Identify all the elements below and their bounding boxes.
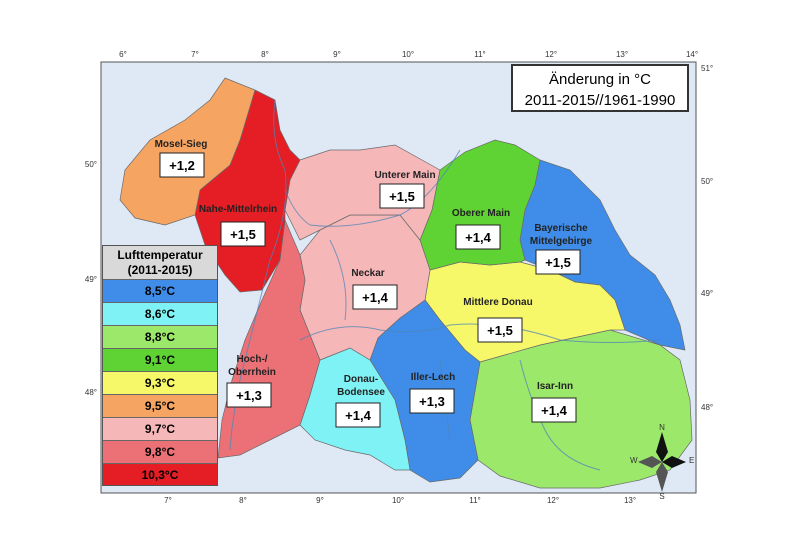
legend-title: Lufttemperatur (2011-2015) xyxy=(103,246,217,279)
region-value-unterer-main: +1,5 xyxy=(389,189,415,204)
right-lat-tick: 49° xyxy=(701,289,713,298)
region-value-mittlere-donau: +1,5 xyxy=(487,323,513,338)
legend: Lufttemperatur (2011-2015) 8,5°C 8,6°C 8,8… xyxy=(102,245,218,486)
region-labels: Mosel-Sieg +1,2 Nahe-Mittelrhein +1,5 Untere… xyxy=(155,139,593,428)
legend-title-line1: Lufttemperatur xyxy=(117,248,203,262)
region-name-donau-bodensee-line2: Bodensee xyxy=(337,387,385,398)
top-lon-tick: 6° xyxy=(119,50,127,59)
legend-title-line2: (2011-2015) xyxy=(127,263,193,277)
top-lon-tick: 14° xyxy=(686,50,698,59)
coordinate-ticks: 6° 7° 8° 9° 10° 11° 12° 13° 14° 7° 8° 9° 10° 11° 12° 13… xyxy=(85,50,713,505)
right-lat-tick: 51° xyxy=(701,64,713,73)
value-box-mittlere-donau: +1,5 xyxy=(477,317,523,343)
top-lon-tick: 10° xyxy=(402,50,414,59)
legend-item: 9,1°C xyxy=(103,348,217,371)
top-lon-tick: 8° xyxy=(261,50,269,59)
legend-item: 10,3°C xyxy=(103,463,217,485)
left-lat-tick: 48° xyxy=(85,388,97,397)
legend-item: 8,6°C xyxy=(103,302,217,325)
left-lat-tick: 49° xyxy=(85,275,97,284)
value-box-isar-inn: +1,4 xyxy=(531,397,577,423)
right-lat-tick: 50° xyxy=(701,177,713,186)
value-box-iller-lech: +1,3 xyxy=(409,388,455,414)
region-name-bayerische-mittelgebirge: Bayerische xyxy=(534,223,588,234)
region-name-mosel-sieg: Mosel-Sieg xyxy=(155,139,208,150)
region-name-hoch-oberrhein: Hoch-/ xyxy=(236,354,267,365)
value-box-oberer-main: +1,4 xyxy=(455,224,501,250)
top-lon-tick: 9° xyxy=(333,50,341,59)
region-shape-mosel-sieg xyxy=(119,77,256,226)
bottom-lon-tick: 7° xyxy=(164,496,172,505)
legend-item: 9,8°C xyxy=(103,440,217,463)
bottom-lon-tick: 9° xyxy=(316,496,324,505)
compass-rose-icon: N E S W xyxy=(630,423,694,501)
bottom-lon-tick: 12° xyxy=(547,496,559,505)
map-title-line2: 2011-2015//1961-1990 xyxy=(524,92,676,109)
compass-e: E xyxy=(689,456,694,465)
region-value-neckar: +1,4 xyxy=(362,290,388,305)
compass-s: S xyxy=(659,492,664,501)
compass-w: W xyxy=(630,456,638,465)
legend-items: 8,5°C 8,6°C 8,8°C 9,1°C 9,3°C 9,5°C 9,7°C 9,8°C… xyxy=(103,279,217,485)
region-value-hoch-oberrhein: +1,3 xyxy=(236,388,262,403)
top-lon-tick: 7° xyxy=(191,50,199,59)
compass-n: N xyxy=(659,423,665,432)
value-box-bayerische-mittelgebirge: +1,5 xyxy=(535,249,581,275)
legend-item: 8,5°C xyxy=(103,279,217,302)
region-name-isar-inn: Isar-Inn xyxy=(537,381,573,392)
right-lat-tick: 48° xyxy=(701,403,713,412)
legend-item: 9,5°C xyxy=(103,394,217,417)
region-value-bayerische-mittelgebirge: +1,5 xyxy=(545,255,571,270)
region-value-donau-bodensee: +1,4 xyxy=(345,408,371,423)
region-name-hoch-oberrhein-line2: Oberrhein xyxy=(228,367,276,378)
region-value-oberer-main: +1,4 xyxy=(465,230,491,245)
top-lon-tick: 11° xyxy=(474,50,486,59)
legend-item: 9,3°C xyxy=(103,371,217,394)
bottom-lon-tick: 8° xyxy=(239,496,247,505)
top-lon-tick: 12° xyxy=(545,50,557,59)
value-box-neckar: +1,4 xyxy=(352,284,398,310)
value-box-donau-bodensee: +1,4 xyxy=(335,402,381,428)
left-lat-tick: 50° xyxy=(85,160,97,169)
legend-item: 8,8°C xyxy=(103,325,217,348)
legend-item: 9,7°C xyxy=(103,417,217,440)
value-box-mosel-sieg: +1,2 xyxy=(159,152,205,178)
region-value-isar-inn: +1,4 xyxy=(541,403,567,418)
region-name-donau-bodensee: Donau- xyxy=(344,374,378,385)
bottom-lon-tick: 13° xyxy=(624,496,636,505)
region-name-iller-lech: Iller-Lech xyxy=(411,372,455,383)
region-shape-isar-inn xyxy=(469,329,693,489)
bottom-lon-tick: 11° xyxy=(469,496,481,505)
region-value-nahe-mittelrhein: +1,5 xyxy=(230,227,256,242)
map-title-box: Änderung in °C 2011-2015//1961-1990 xyxy=(511,64,689,112)
region-name-neckar: Neckar xyxy=(351,268,384,279)
region-name-bayerische-mittelgebirge-line2: Mittelgebirge xyxy=(530,236,593,247)
region-value-mosel-sieg: +1,2 xyxy=(169,158,195,173)
region-name-nahe-mittelrhein: Nahe-Mittelrhein xyxy=(199,204,277,215)
top-lon-tick: 13° xyxy=(616,50,628,59)
value-box-unterer-main: +1,5 xyxy=(379,183,425,209)
bottom-lon-tick: 10° xyxy=(392,496,404,505)
region-name-oberer-main: Oberer Main xyxy=(452,208,510,219)
value-box-nahe-mittelrhein: +1,5 xyxy=(220,221,266,247)
value-box-hoch-oberrhein: +1,3 xyxy=(226,382,272,408)
region-name-unterer-main: Unterer Main xyxy=(374,170,435,181)
region-value-iller-lech: +1,3 xyxy=(419,394,445,409)
map-title-line1: Änderung in °C xyxy=(549,71,651,88)
region-name-mittlere-donau: Mittlere Donau xyxy=(463,297,532,308)
